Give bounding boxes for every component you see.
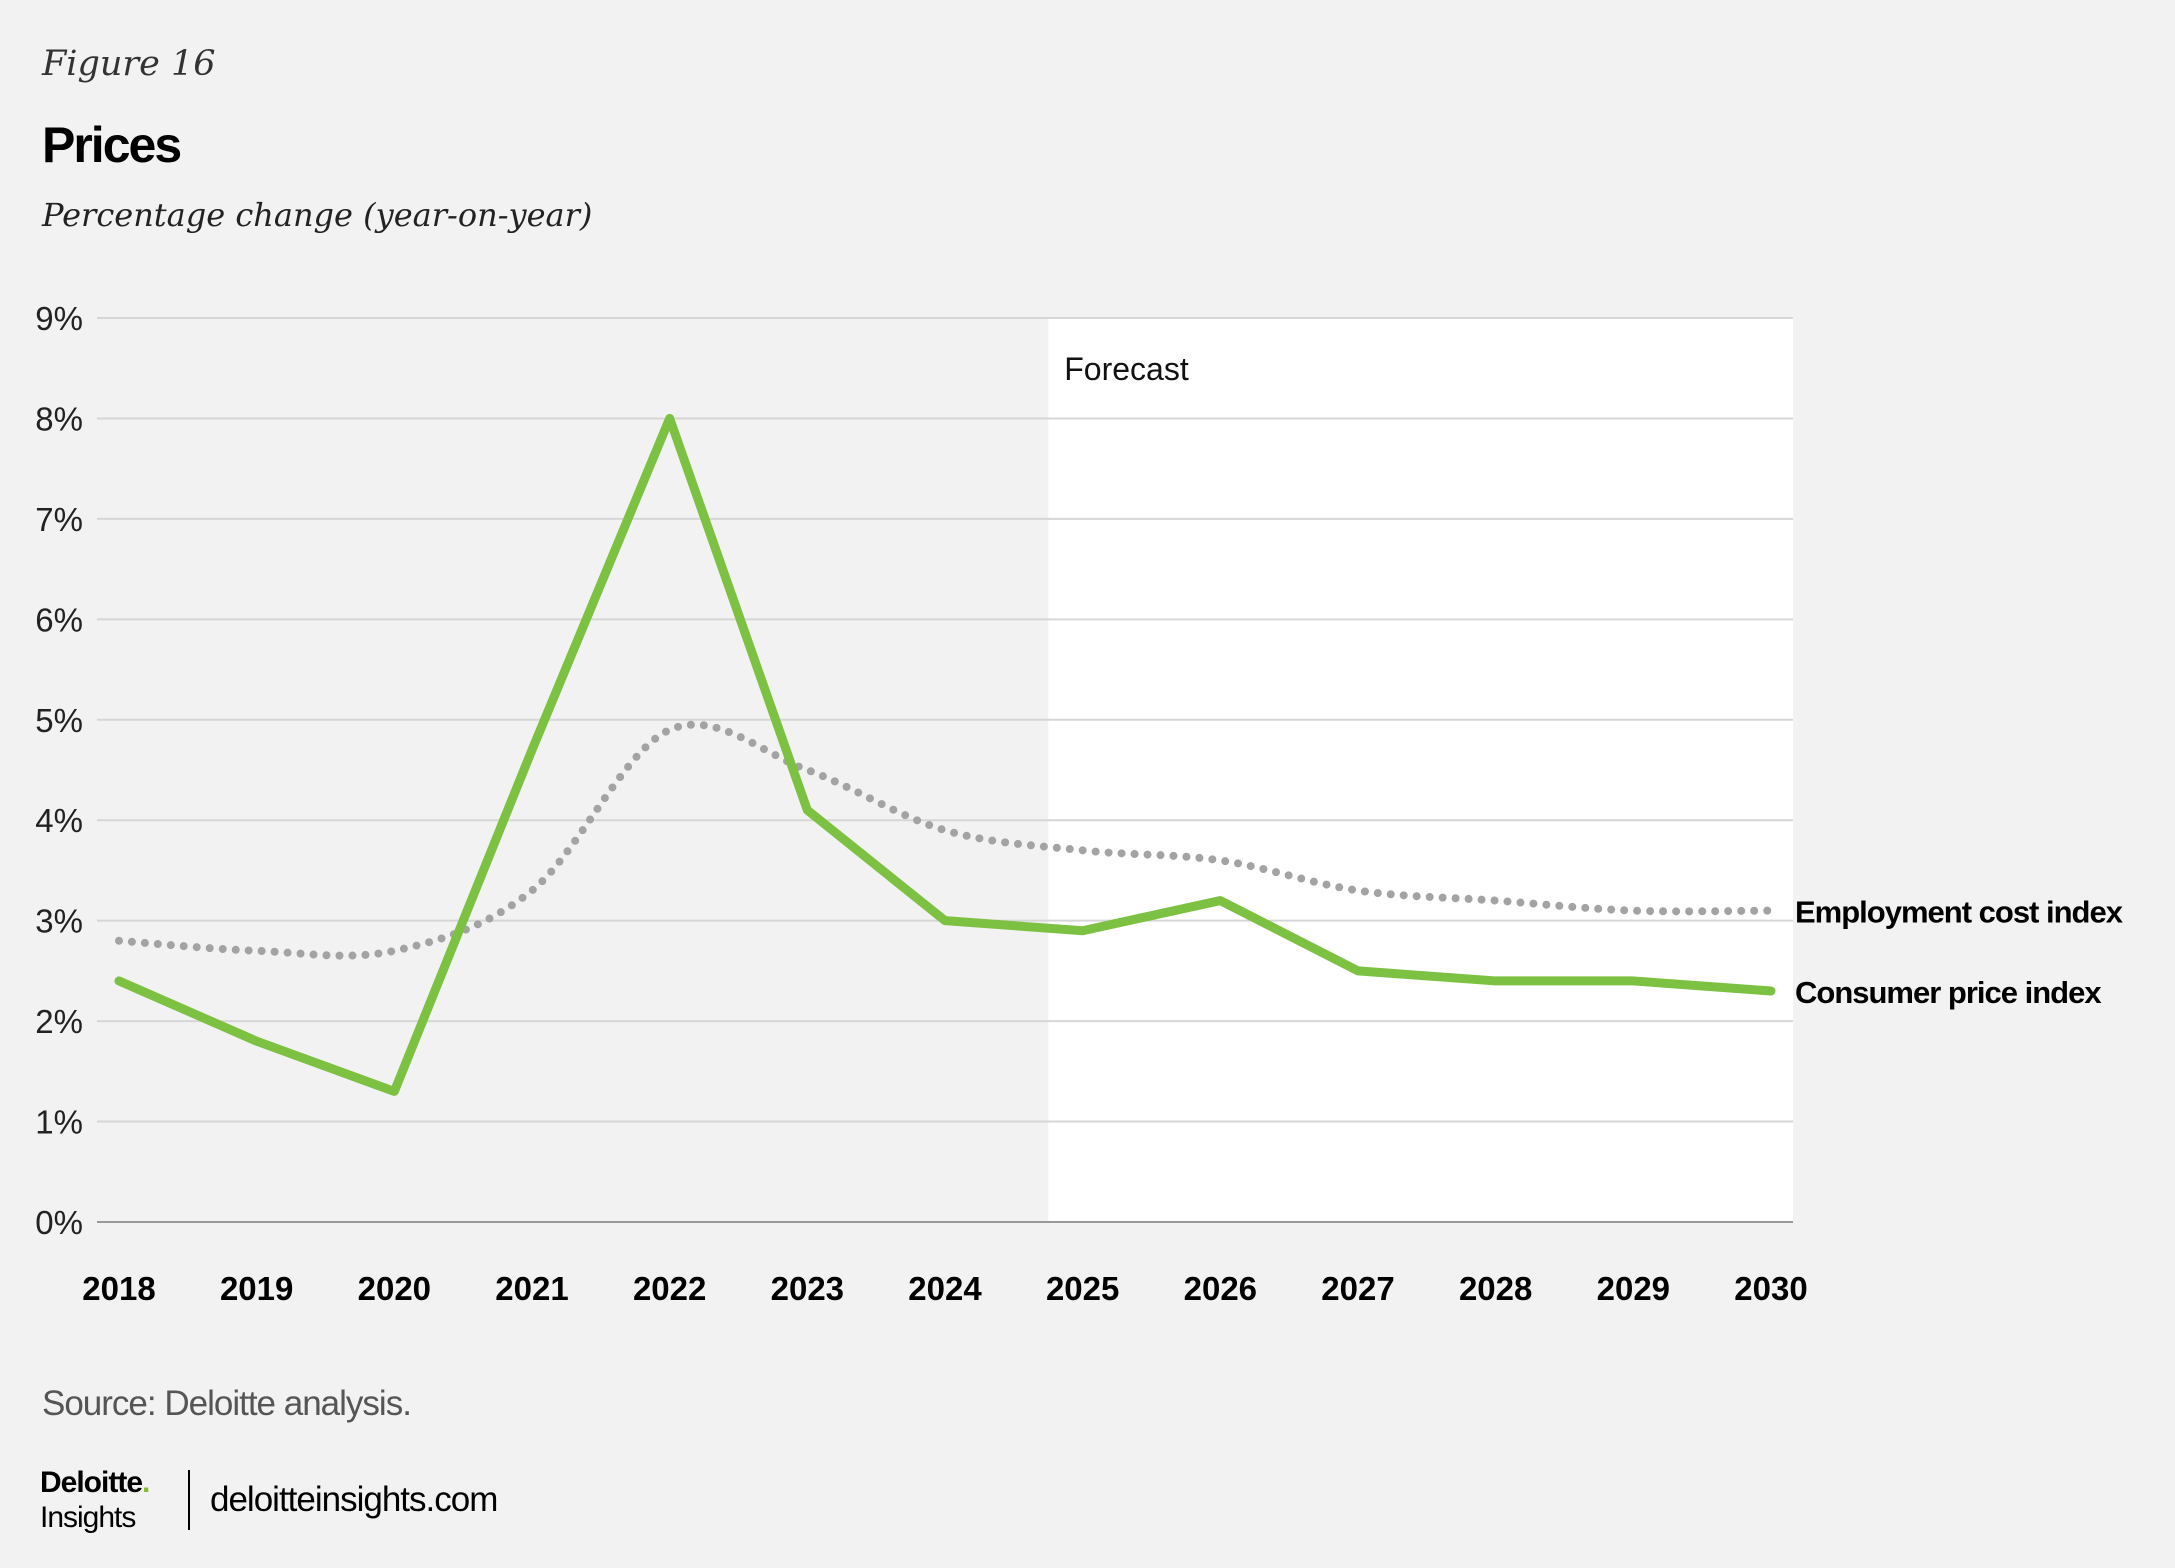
y-tick-label: 9% (35, 300, 83, 337)
x-tick-label: 2023 (771, 1270, 844, 1307)
y-tick-label: 6% (35, 601, 83, 638)
y-tick-label: 2% (35, 1003, 83, 1040)
logo-divider (188, 1470, 190, 1530)
chart-title: Prices (42, 117, 182, 173)
legend-label: Employment cost index (1795, 895, 2124, 930)
deloitte-insights-logo: Deloitte. Insights (40, 1466, 150, 1534)
x-tick-label: 2020 (358, 1270, 431, 1307)
y-tick-label: 7% (35, 501, 83, 538)
chart-subtitle: Percentage change (year-on-year) (42, 196, 593, 234)
series-line-consumer-price-index (114, 413, 1776, 1096)
x-tick-label: 2021 (495, 1270, 568, 1307)
x-tick-label: 2019 (220, 1270, 293, 1307)
legend-label: Consumer price index (1795, 975, 2102, 1010)
x-tick-label: 2018 (82, 1270, 155, 1307)
y-tick-label: 4% (35, 802, 83, 839)
source-note: Source: Deloitte analysis. (42, 1384, 412, 1423)
series-line-employment-cost-index (115, 720, 1775, 960)
y-tick-label: 5% (35, 702, 83, 739)
y-tick-label: 1% (35, 1104, 83, 1141)
forecast-region (1048, 318, 1793, 1222)
forecast-label: Forecast (1064, 351, 1189, 387)
x-tick-label: 2027 (1321, 1270, 1394, 1307)
x-tick-label: 2022 (633, 1270, 706, 1307)
x-tick-label: 2030 (1734, 1270, 1807, 1307)
x-tick-label: 2025 (1046, 1270, 1119, 1307)
x-tick-label: 2024 (908, 1270, 982, 1307)
site-link[interactable]: deloitteinsights.com (210, 1480, 498, 1519)
logo-brand: Deloitte (40, 1466, 143, 1499)
y-tick-label: 0% (35, 1204, 83, 1241)
x-tick-label: 2029 (1597, 1270, 1670, 1307)
x-tick-label: 2026 (1184, 1270, 1257, 1307)
x-tick-label: 2028 (1459, 1270, 1532, 1307)
figure-label: Figure 16 (42, 44, 216, 84)
logo-dot: . (142, 1466, 150, 1499)
y-tick-label: 3% (35, 903, 83, 940)
logo-sub: Insights (40, 1501, 136, 1534)
y-tick-label: 8% (35, 400, 83, 437)
